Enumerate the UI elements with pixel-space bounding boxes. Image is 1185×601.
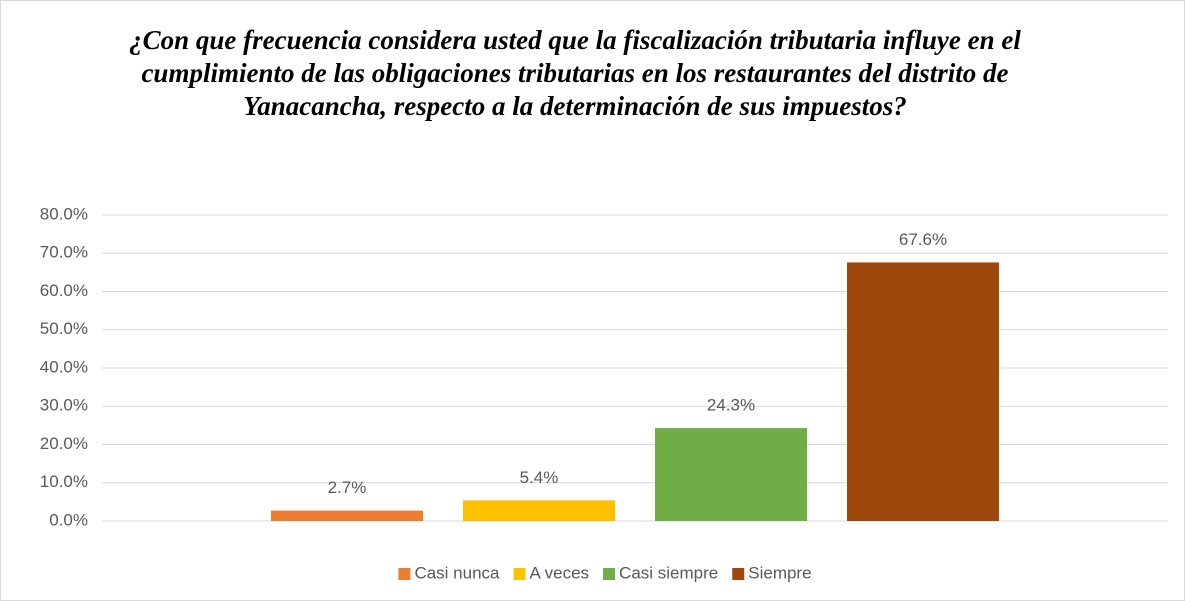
y-tick-label: 10.0%	[40, 472, 88, 491]
y-tick-label: 70.0%	[40, 243, 88, 262]
bar	[271, 510, 423, 521]
bar	[655, 428, 807, 521]
legend-swatch	[513, 568, 526, 580]
legend-label: Casi siempre	[619, 563, 718, 582]
legend-swatch	[603, 568, 616, 580]
legend-swatch	[732, 568, 745, 580]
y-tick-label: 20.0%	[40, 434, 88, 453]
legend-swatch	[398, 568, 411, 580]
y-tick-label: 80.0%	[40, 204, 88, 223]
y-tick-label: 50.0%	[40, 319, 88, 338]
data-label: 24.3%	[707, 396, 755, 415]
y-tick-label: 30.0%	[40, 396, 88, 415]
bar	[463, 500, 615, 521]
y-tick-label: 40.0%	[40, 357, 88, 376]
bar	[847, 262, 999, 521]
y-tick-label: 60.0%	[40, 281, 88, 300]
data-label: 2.7%	[328, 478, 367, 497]
data-label: 67.6%	[899, 230, 947, 249]
chart-title: ¿Con que frecuencia considera usted que …	[129, 25, 1021, 121]
data-label: 5.4%	[520, 468, 559, 487]
legend-label: A veces	[530, 563, 590, 582]
y-tick-label: 0.0%	[49, 510, 88, 529]
legend-label: Siempre	[748, 563, 811, 582]
legend-label: Casi nunca	[414, 563, 500, 582]
